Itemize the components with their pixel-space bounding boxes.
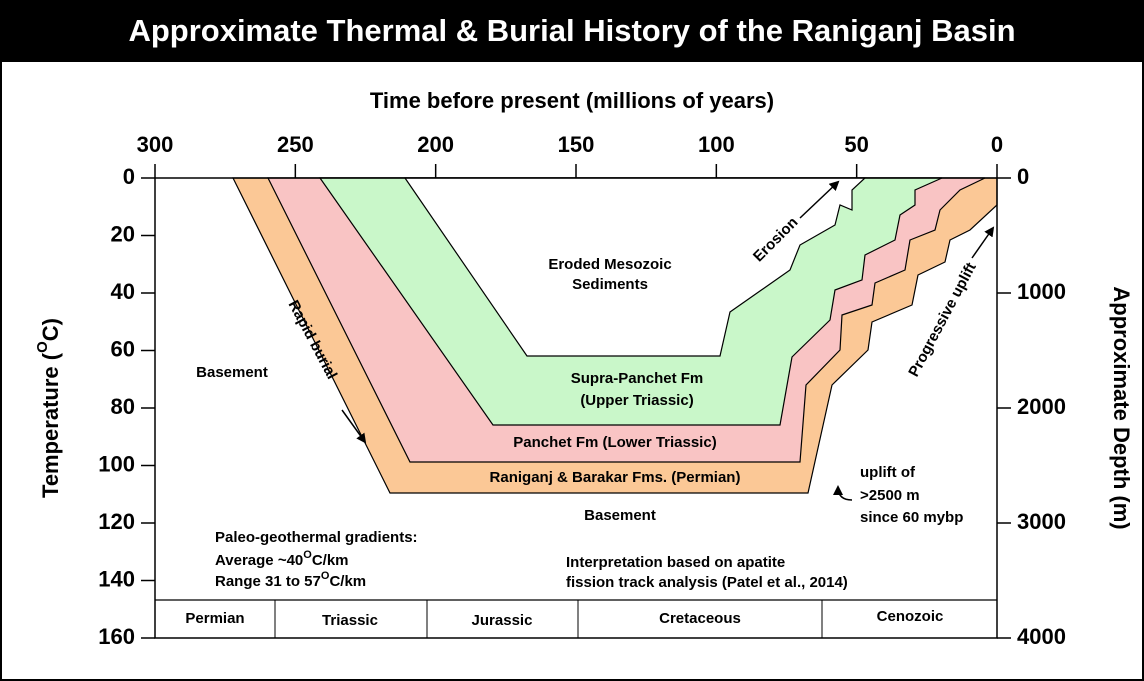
y-tick-label: 160	[98, 624, 135, 649]
x-tick-label: 250	[277, 132, 314, 157]
region-label: Supra-Panchet Fm	[571, 370, 704, 387]
annotation-part: Average ~40	[215, 552, 303, 569]
annotation: uplift of	[860, 464, 916, 481]
y2-tick-label: 0	[1017, 164, 1029, 189]
y-tick-label: 0	[123, 164, 135, 189]
region-label: Basement	[584, 507, 656, 524]
y-tick-label: 120	[98, 509, 135, 534]
region-label: Raniganj & Barakar Fms. (Permian)	[490, 469, 741, 486]
period-label: Permian	[185, 610, 244, 627]
annotation: Paleo-geothermal gradients:	[215, 529, 418, 546]
arrow	[341, 409, 367, 444]
eroded-region	[403, 177, 867, 357]
y2-tick-label: 4000	[1017, 624, 1066, 649]
arrow	[799, 180, 840, 219]
region-label: Eroded Mesozoic	[548, 256, 671, 273]
period-label: Cenozoic	[877, 608, 944, 625]
y2-tick-label: 1000	[1017, 279, 1066, 304]
period-label: Triassic	[322, 612, 378, 629]
annotation: Interpretation based on apatite	[566, 554, 785, 571]
y-tick-label: 40	[111, 279, 135, 304]
x-tick-label: 150	[558, 132, 595, 157]
region-label: (Upper Triassic)	[580, 392, 693, 409]
y-tick-label: 20	[111, 221, 135, 246]
y2-axis-label: Approximate Depth (m)	[1109, 286, 1134, 529]
annotation-sup: O	[321, 570, 330, 582]
y-axis-label-part: Temperature (	[38, 352, 63, 498]
annotation: >2500 m	[860, 487, 920, 504]
period-label: Jurassic	[472, 612, 533, 629]
region-label: Sediments	[572, 276, 648, 293]
region-label: Panchet Fm (Lower Triassic)	[513, 434, 716, 451]
annotation-part: Range 31 to 57	[215, 573, 321, 590]
annotation-sup: O	[303, 549, 312, 561]
y-axis-label: Temperature (OC)	[34, 318, 63, 498]
y-tick-label: 140	[98, 566, 135, 591]
y2-tick-label: 2000	[1017, 394, 1066, 419]
x-tick-label: 0	[991, 132, 1003, 157]
y-tick-label: 100	[98, 451, 135, 476]
title-bar	[0, 0, 1144, 62]
annotation-part: C/km	[329, 573, 366, 590]
y2-tick-label: 3000	[1017, 509, 1066, 534]
arrow	[971, 226, 995, 259]
arrow	[833, 485, 853, 501]
y-tick-label: 60	[111, 336, 135, 361]
annotation: fission track analysis (Patel et al., 20…	[566, 574, 848, 591]
y-tick-label: 80	[111, 394, 135, 419]
x-tick-label: 300	[137, 132, 174, 157]
title: Approximate Thermal & Burial History of …	[128, 13, 1015, 48]
x-tick-label: 50	[844, 132, 868, 157]
region-label: Basement	[196, 364, 268, 381]
annotation: Average ~40OC/km	[215, 549, 349, 569]
annotation-part: C/km	[312, 552, 349, 569]
x-axis-label: Time before present (millions of years)	[370, 88, 774, 113]
y-axis-label-sup: O	[34, 341, 51, 353]
x-tick-label: 100	[698, 132, 735, 157]
y-axis-label-part: C)	[38, 318, 63, 341]
annotation: Range 31 to 57OC/km	[215, 570, 366, 590]
x-tick-label: 200	[417, 132, 454, 157]
period-label: Cretaceous	[659, 610, 741, 627]
annotation: since 60 mybp	[860, 509, 963, 526]
